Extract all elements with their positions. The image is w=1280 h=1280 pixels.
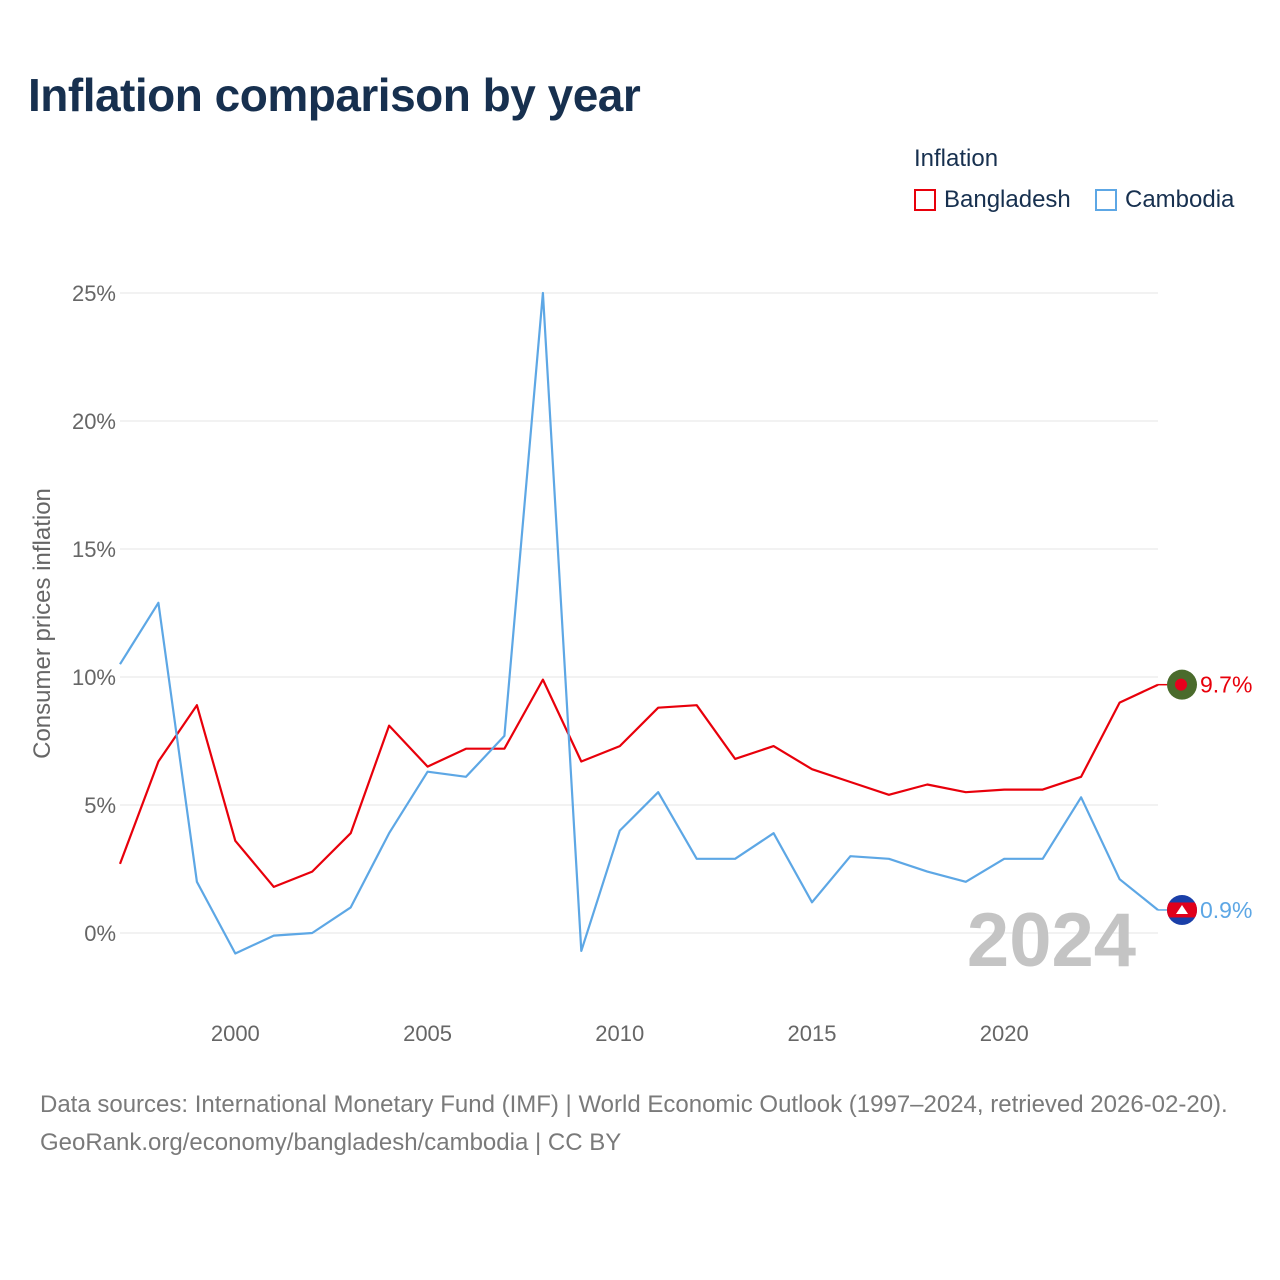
data-point-cambodia-2004 <box>386 830 392 836</box>
data-point-cambodia-2018 <box>924 869 930 875</box>
data-point-bangladesh-2018 <box>924 782 930 788</box>
data-point-cambodia-2012 <box>694 856 700 862</box>
flag-cambodia-temple <box>1176 904 1188 914</box>
end-value-label-bangladesh: 9.7% <box>1200 672 1252 698</box>
data-point-bangladesh-2021 <box>1040 787 1046 793</box>
y-tick-label-20: 20% <box>72 409 116 434</box>
data-point-cambodia-2023 <box>1117 876 1123 882</box>
x-tick-label-2015: 2015 <box>788 1021 837 1046</box>
data-point-cambodia-2016 <box>847 853 853 859</box>
data-point-cambodia-1997 <box>117 661 123 667</box>
data-point-cambodia-2021 <box>1040 856 1046 862</box>
cambodia-flag-icon <box>1167 894 1197 925</box>
x-tick-label-2005: 2005 <box>403 1021 452 1046</box>
data-point-bangladesh-2010 <box>617 743 623 749</box>
data-point-bangladesh-2014 <box>771 743 777 749</box>
data-point-cambodia-2020 <box>1001 856 1007 862</box>
data-point-bangladesh-2006 <box>463 746 469 752</box>
data-point-cambodia-2019 <box>963 879 969 885</box>
data-point-cambodia-2022 <box>1078 794 1084 800</box>
data-point-bangladesh-2004 <box>386 723 392 729</box>
data-point-cambodia-2015 <box>809 899 815 905</box>
credit-link[interactable]: GeoRank.org/economy/bangladesh/cambodia … <box>40 1129 622 1156</box>
data-point-cambodia-2000 <box>232 950 238 956</box>
data-point-bangladesh-2019 <box>963 789 969 795</box>
series-line-bangladesh <box>118 678 1159 889</box>
x-axis-ticks: 2000 2005 2010 2015 2020 <box>211 1021 1029 1046</box>
footer: Data sources: International Monetary Fun… <box>40 1086 1250 1162</box>
data-point-cambodia-2007 <box>501 733 507 739</box>
y-tick-label-25: 25% <box>72 281 116 306</box>
data-point-cambodia-2005 <box>425 769 431 775</box>
data-point-bangladesh-2015 <box>809 766 815 772</box>
x-tick-label-2000: 2000 <box>211 1021 260 1046</box>
data-point-cambodia-1999 <box>194 879 200 885</box>
y-tick-label-15: 15% <box>72 537 116 562</box>
current-year-watermark: 2024 <box>967 898 1136 983</box>
x-tick-label-2010: 2010 <box>595 1021 644 1046</box>
data-point-bangladesh-2020 <box>1001 787 1007 793</box>
y-axis-ticks: 0% 5% 10% 15% 20% 25% <box>72 281 116 946</box>
data-point-cambodia-2002 <box>309 930 315 936</box>
data-point-cambodia-2003 <box>348 904 354 910</box>
data-point-bangladesh-2023 <box>1117 700 1123 706</box>
data-point-bangladesh-2016 <box>847 779 853 785</box>
y-tick-label-10: 10% <box>72 665 116 690</box>
x-tick-label-2020: 2020 <box>980 1021 1029 1046</box>
legend-item-bangladesh[interactable]: Bangladesh <box>914 185 1071 215</box>
end-value-label-cambodia: 0.9% <box>1200 897 1252 923</box>
legend-swatch-bangladesh <box>914 189 936 211</box>
legend-label-bangladesh: Bangladesh <box>944 186 1071 213</box>
series-line-cambodia <box>119 291 1159 955</box>
data-point-cambodia-2006 <box>463 774 469 780</box>
data-point-bangladesh-2005 <box>425 764 431 770</box>
data-point-bangladesh-1998 <box>155 758 161 764</box>
data-point-cambodia-2014 <box>771 830 777 836</box>
data-point-cambodia-2008 <box>540 290 546 296</box>
data-point-bangladesh-2011 <box>655 705 661 711</box>
data-point-bangladesh-2000 <box>232 838 238 844</box>
flag-bangladesh-disc <box>1175 678 1187 691</box>
data-point-bangladesh-2007 <box>501 746 507 752</box>
y-axis-label: Consumer prices inflation <box>29 488 56 759</box>
bangladesh-flag-icon <box>1167 669 1197 700</box>
legend-label-cambodia: Cambodia <box>1125 186 1235 213</box>
data-point-bangladesh-2003 <box>348 830 354 836</box>
data-point-cambodia-2017 <box>886 856 892 862</box>
legend-item-cambodia[interactable]: Cambodia <box>1095 185 1234 215</box>
data-point-bangladesh-2012 <box>694 702 700 708</box>
y-tick-label-5: 5% <box>84 793 116 818</box>
data-point-bangladesh-1999 <box>194 702 200 708</box>
data-point-bangladesh-2008 <box>540 677 546 683</box>
end-markers: 9.7% 0.9% <box>1158 669 1252 925</box>
data-point-bangladesh-2022 <box>1078 774 1084 780</box>
data-point-cambodia-2010 <box>617 828 623 834</box>
data-point-cambodia-2011 <box>655 789 661 795</box>
data-point-bangladesh-2013 <box>732 756 738 762</box>
data-point-bangladesh-2009 <box>578 758 584 764</box>
series-lines <box>117 290 1159 956</box>
gridlines <box>120 292 1158 934</box>
data-point-bangladesh-1997 <box>117 861 123 867</box>
flag-cambodia-bands <box>1167 894 1197 925</box>
data-point-bangladesh-2017 <box>886 792 892 798</box>
data-point-cambodia-2001 <box>271 933 277 939</box>
y-tick-label-0: 0% <box>84 921 116 946</box>
data-point-cambodia-2009 <box>578 948 584 954</box>
data-point-cambodia-2013 <box>732 856 738 862</box>
data-point-bangladesh-2002 <box>309 869 315 875</box>
data-point-bangladesh-2001 <box>271 884 277 890</box>
legend-swatch-cambodia <box>1095 189 1117 211</box>
data-sources-text: Data sources: International Monetary Fun… <box>40 1091 1228 1118</box>
chart-title: Inflation comparison by year <box>28 69 641 121</box>
data-point-cambodia-1998 <box>155 600 161 606</box>
legend-title: Inflation <box>914 145 999 172</box>
